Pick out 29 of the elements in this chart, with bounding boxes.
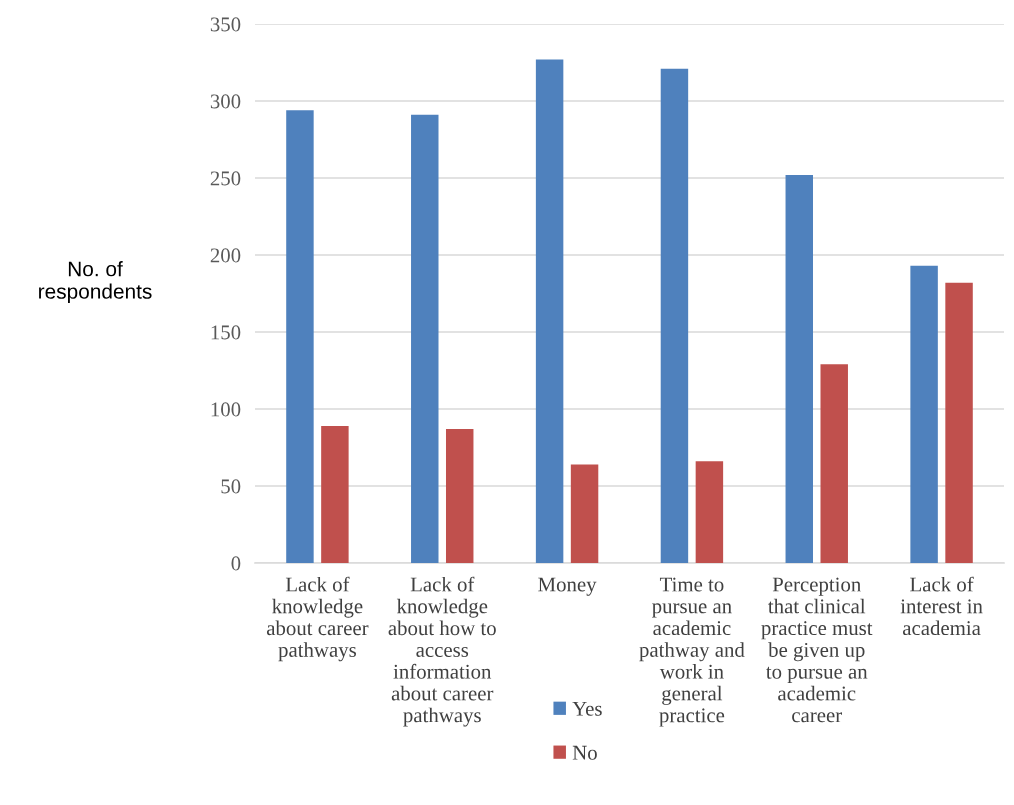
- x-tick-label: Lack of knowledge about how to access information about career pathways: [388, 576, 496, 727]
- x-tick-label: Perception that clinical practice must be given up to pursue an academic career: [761, 577, 873, 723]
- legend-label: Yes: [572, 701, 602, 716]
- legend-label: No: [572, 745, 597, 760]
- bar: [820, 364, 848, 563]
- x-tick-label: Lack of knowledge about career pathways: [266, 576, 369, 662]
- bar: [945, 282, 973, 563]
- y-axis-title: No. of respondents: [39, 261, 152, 303]
- y-tick-label: 300: [210, 94, 241, 109]
- bar: [695, 461, 724, 563]
- y-tick-label: 350: [210, 17, 241, 32]
- bar: [411, 114, 439, 563]
- x-tick-label: Money: [538, 577, 597, 596]
- y-tick-label: 150: [211, 325, 241, 340]
- bar: [570, 464, 599, 563]
- bar: [321, 425, 349, 563]
- bar: [785, 174, 813, 563]
- x-tick-label: Time to pursue an academic pathway and work in general practice: [639, 577, 745, 727]
- x-tick-label: Lack of interest in academia: [900, 576, 983, 636]
- y-tick-label: 100: [211, 402, 241, 417]
- y-tick-label: 0: [231, 556, 241, 571]
- y-tick-label: 200: [210, 248, 241, 263]
- bar: [910, 265, 938, 563]
- bar: [445, 429, 474, 563]
- bar: [286, 110, 314, 563]
- bar: [660, 68, 689, 563]
- y-tick-label: 50: [221, 479, 241, 494]
- bar: [535, 59, 564, 563]
- y-tick-label: 250: [210, 171, 241, 186]
